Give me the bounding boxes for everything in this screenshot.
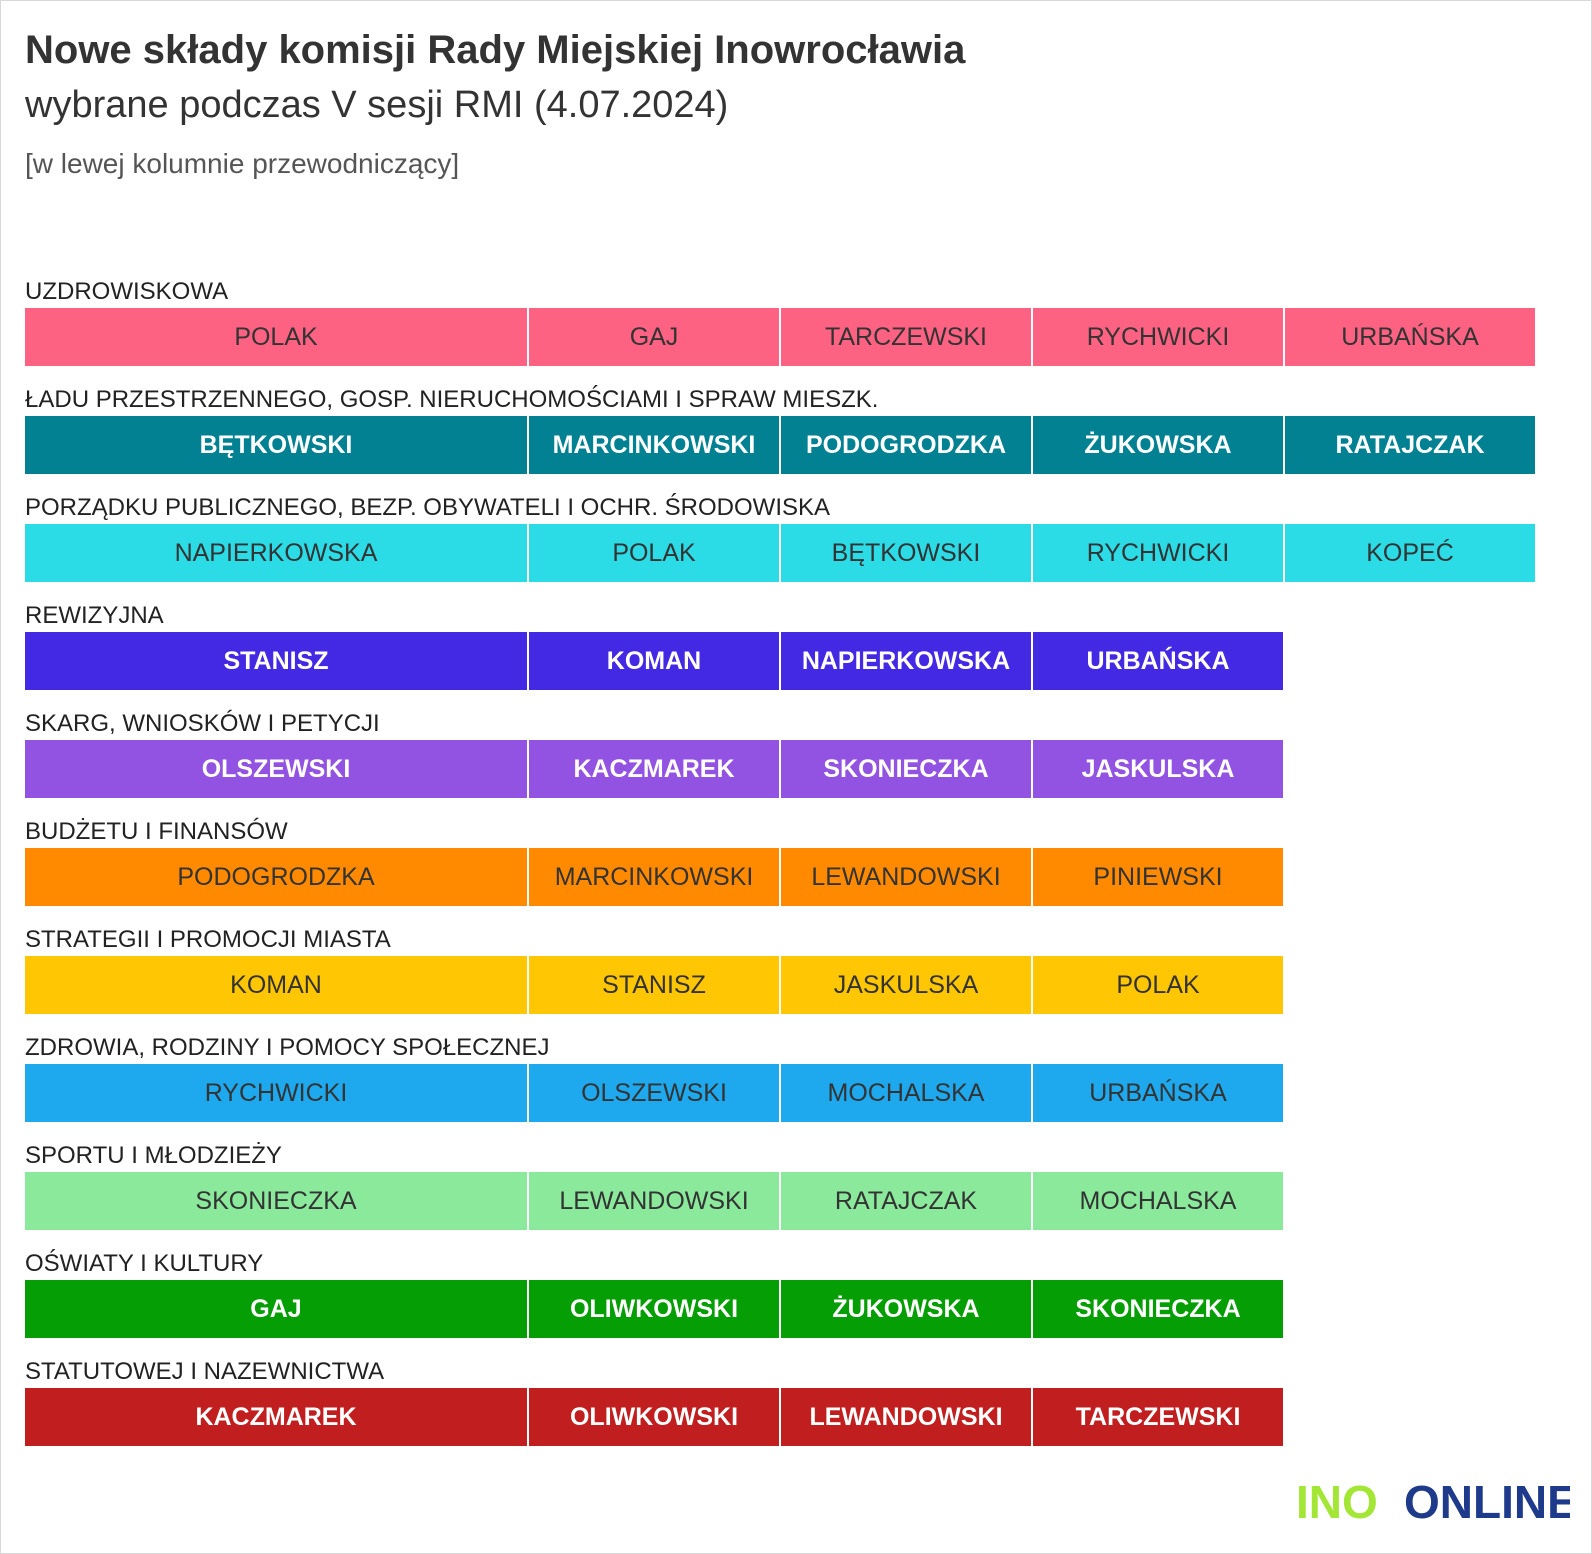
committee-name: STATUTOWEJ I NAZEWNICTWA: [25, 1358, 385, 1385]
chairperson-cell: PODOGRODZKA: [25, 848, 527, 906]
committee-name: PORZĄDKU PUBLICZNEGO, BEZP. OBYWATELI I …: [25, 494, 831, 521]
member-cell: POLAK: [1033, 956, 1283, 1014]
chart-note: [w lewej kolumnie przewodniczący]: [25, 148, 460, 179]
committee-block: OŚWIATY I KULTURY GAJ OLIWKOWSKI ŻUKOWSKA SK…: [25, 1242, 1560, 1350]
chart-subtitle: wybrane podczas V sesji RMI (4.07.2024): [25, 84, 729, 126]
committee-block: REWIZYJNA STANISZ KOMAN NAPIERKOWSKA URBAŃSK…: [25, 594, 1560, 702]
member-cell: GAJ: [529, 308, 779, 366]
member-cell: LEWANDOWSKI: [529, 1172, 779, 1230]
member-cell: RATAJCZAK: [781, 1172, 1031, 1230]
member-cell: URBAŃSKA: [1033, 1064, 1283, 1122]
member-cell: NAPIERKOWSKA: [781, 632, 1031, 690]
member-cell: MARCINKOWSKI: [529, 848, 779, 906]
member-cell: BĘTKOWSKI: [781, 524, 1031, 582]
chairperson-cell: POLAK: [25, 308, 527, 366]
committee-block: SKARG, WNIOSKÓW I PETYCJI OLSZEWSKI KACZMA…: [25, 702, 1560, 810]
member-cell: STANISZ: [529, 956, 779, 1014]
member-cell: JASKULSKA: [1033, 740, 1283, 798]
committee-block: SPORTU I MŁODZIEŻY SKONIECZKA LEWANDOWSKI R…: [25, 1134, 1560, 1242]
member-cell: MOCHALSKA: [781, 1064, 1031, 1122]
member-cell: KOPEĆ: [1285, 524, 1535, 582]
committee-name: BUDŻETU I FINANSÓW: [25, 818, 288, 845]
member-cell: LEWANDOWSKI: [781, 1388, 1031, 1446]
chairperson-cell: GAJ: [25, 1280, 527, 1338]
chairperson-cell: STANISZ: [25, 632, 527, 690]
chairperson-cell: OLSZEWSKI: [25, 740, 527, 798]
committee-name: OŚWIATY I KULTURY: [25, 1250, 264, 1277]
member-cell: PODOGRODZKA: [781, 416, 1031, 474]
chairperson-cell: BĘTKOWSKI: [25, 416, 527, 474]
member-cell: URBAŃSKA: [1033, 632, 1283, 690]
member-cell: OLSZEWSKI: [529, 1064, 779, 1122]
committee-block: STRATEGII I PROMOCJI MIASTA KOMAN STANISZ J…: [25, 918, 1560, 1026]
chart-title: Nowe składy komisji Rady Miejskiej Inowr…: [25, 28, 966, 72]
committee-block: STATUTOWEJ I NAZEWNICTWA KACZMAREK OLIWKOW…: [25, 1350, 1560, 1458]
committee-block: UZDROWISKOWA POLAK GAJ TARCZEWSKI RYCHWICKI U…: [25, 270, 1560, 378]
logo-text-ino: INO: [1296, 1476, 1378, 1524]
committee-name: SPORTU I MŁODZIEŻY: [25, 1142, 282, 1169]
committee-name: REWIZYJNA: [25, 602, 164, 629]
committee-block: BUDŻETU I FINANSÓW PODOGRODZKA MARCINKOWSK…: [25, 810, 1560, 918]
committee-name: ŁADU PRZESTRZENNEGO, GOSP. NIERUCHOMOŚCI…: [25, 386, 879, 413]
committee-name: ZDROWIA, RODZINY I POMOCY SPOŁECZNEJ: [25, 1034, 550, 1061]
committee-block: ŁADU PRZESTRZENNEGO, GOSP. NIERUCHOMOŚCI…: [25, 378, 1560, 486]
member-cell: OLIWKOWSKI: [529, 1388, 779, 1446]
chairperson-cell: KACZMAREK: [25, 1388, 527, 1446]
member-cell: POLAK: [529, 524, 779, 582]
member-cell: RYCHWICKI: [1033, 524, 1283, 582]
member-cell: TARCZEWSKI: [781, 308, 1031, 366]
committee-table: UZDROWISKOWA POLAK GAJ TARCZEWSKI RYCHWICKI U…: [25, 270, 1560, 1458]
member-cell: SKONIECZKA: [1033, 1280, 1283, 1338]
member-cell: ŻUKOWSKA: [781, 1280, 1031, 1338]
member-cell: KOMAN: [529, 632, 779, 690]
chairperson-cell: SKONIECZKA: [25, 1172, 527, 1230]
committee-block: ZDROWIA, RODZINY I POMOCY SPOŁECZNEJ RYCH…: [25, 1026, 1560, 1134]
member-cell: URBAŃSKA: [1285, 308, 1535, 366]
member-cell: SKONIECZKA: [781, 740, 1031, 798]
member-cell: ŻUKOWSKA: [1033, 416, 1283, 474]
member-cell: KACZMAREK: [529, 740, 779, 798]
committee-name: UZDROWISKOWA: [25, 278, 229, 305]
member-cell: JASKULSKA: [781, 956, 1031, 1014]
member-cell: RYCHWICKI: [1033, 308, 1283, 366]
member-cell: TARCZEWSKI: [1033, 1388, 1283, 1446]
chairperson-cell: RYCHWICKI: [25, 1064, 527, 1122]
member-cell: LEWANDOWSKI: [781, 848, 1031, 906]
member-cell: MARCINKOWSKI: [529, 416, 779, 474]
chairperson-cell: NAPIERKOWSKA: [25, 524, 527, 582]
committee-block: PORZĄDKU PUBLICZNEGO, BEZP. OBYWATELI I …: [25, 486, 1560, 594]
logo-text-online: ONLINE: [1404, 1476, 1570, 1524]
committee-name: STRATEGII I PROMOCJI MIASTA: [25, 926, 391, 953]
member-cell: OLIWKOWSKI: [529, 1280, 779, 1338]
chairperson-cell: KOMAN: [25, 956, 527, 1014]
inoonline-logo: INO ONLINE: [1296, 1476, 1570, 1524]
committee-name: SKARG, WNIOSKÓW I PETYCJI: [25, 710, 380, 737]
member-cell: RATAJCZAK: [1285, 416, 1535, 474]
member-cell: PINIEWSKI: [1033, 848, 1283, 906]
member-cell: MOCHALSKA: [1033, 1172, 1283, 1230]
